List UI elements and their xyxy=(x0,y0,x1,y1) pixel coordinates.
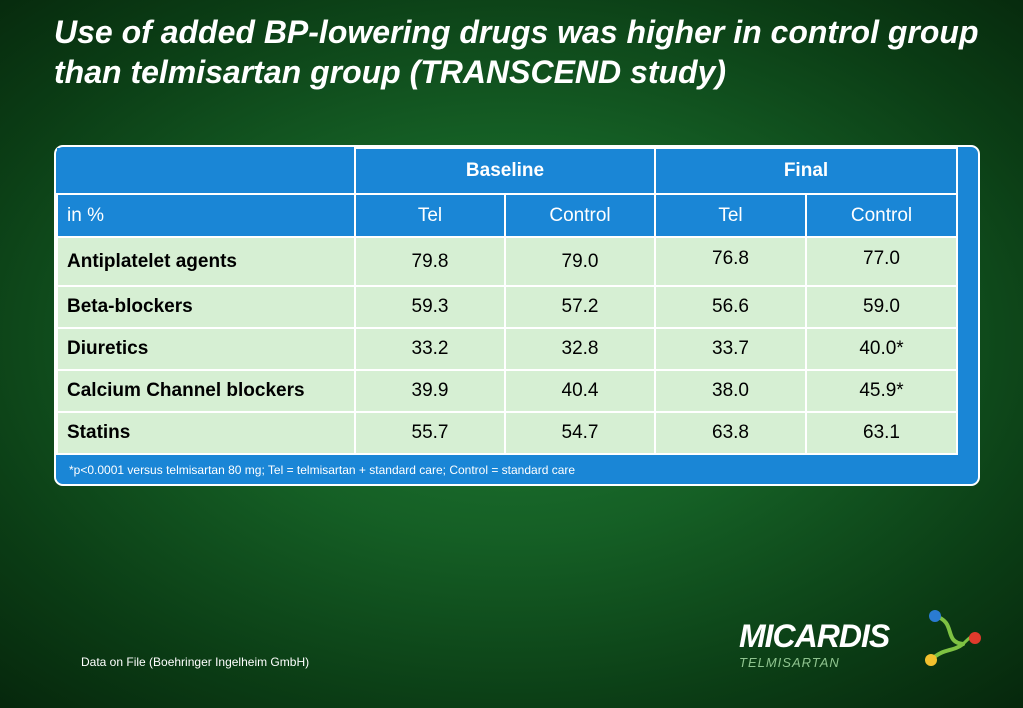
header-baseline: Baseline xyxy=(354,147,656,195)
table-cell: 45.9* xyxy=(805,369,958,413)
table-row: Statins 55.7 54.7 63.8 63.1 xyxy=(56,411,958,455)
footnote: *p<0.0001 versus telmisartan 80 mg; Tel … xyxy=(69,463,576,477)
table-row: Calcium Channel blockers 39.9 40.4 38.0 … xyxy=(56,369,958,413)
sub-header-row: in % Tel Control Tel Control xyxy=(56,193,958,238)
units-label: in % xyxy=(56,193,356,238)
logo-subtitle: TELMISARTAN xyxy=(739,655,840,670)
logo-yellow-dot xyxy=(925,654,937,666)
subheader-final-control: Control xyxy=(805,193,958,238)
table-cell: 59.0 xyxy=(805,285,958,329)
table-cell: 56.6 xyxy=(654,285,807,329)
table-cell: 39.9 xyxy=(354,369,506,413)
table-cell: 63.1 xyxy=(805,411,958,455)
subheader-final-tel: Tel xyxy=(654,193,807,238)
table-cell: 76.8 xyxy=(654,236,807,287)
table-cell: 54.7 xyxy=(504,411,656,455)
subheader-baseline-control: Control xyxy=(504,193,656,238)
group-header-row: Baseline Final xyxy=(57,147,958,195)
drug-use-table: Baseline Final in % Tel Control Tel Cont… xyxy=(56,147,958,455)
row-label: Diuretics xyxy=(56,327,356,371)
header-final: Final xyxy=(654,147,958,195)
slide-title: Use of added BP-lowering drugs was highe… xyxy=(54,14,979,90)
logo-red-dot xyxy=(969,632,981,644)
table-cell: 59.3 xyxy=(354,285,506,329)
table-cell: 38.0 xyxy=(654,369,807,413)
row-label: Beta-blockers xyxy=(56,285,356,329)
table-cell: 77.0 xyxy=(805,236,958,287)
logo-blue-dot xyxy=(929,610,941,622)
logo-wordmark: MICARDIS xyxy=(739,618,890,654)
table-cell: 79.8 xyxy=(354,236,506,287)
micardis-logo: MICARDIS TELMISARTAN xyxy=(737,608,987,674)
row-label: Antiplatelet agents xyxy=(56,236,356,287)
row-label: Statins xyxy=(56,411,356,455)
molecule-logo-icon xyxy=(925,610,981,666)
corner-cell xyxy=(57,148,356,195)
table-cell: 32.8 xyxy=(504,327,656,371)
table-cell: 57.2 xyxy=(504,285,656,329)
source-note: Data on File (Boehringer Ingelheim GmbH) xyxy=(81,655,310,669)
table-cell: 40.4 xyxy=(504,369,656,413)
row-label: Calcium Channel blockers xyxy=(56,369,356,413)
table-cell: 33.7 xyxy=(654,327,807,371)
table-cell: 33.2 xyxy=(354,327,506,371)
table-row: Diuretics 33.2 32.8 33.7 40.0* xyxy=(56,327,958,371)
table-cell: 55.7 xyxy=(354,411,506,455)
table-cell: 79.0 xyxy=(504,236,656,287)
table-row: Beta-blockers 59.3 57.2 56.6 59.0 xyxy=(56,285,958,329)
table-cell: 40.0* xyxy=(805,327,958,371)
table-row: Antiplatelet agents 79.8 79.0 76.8 77.0 xyxy=(56,236,958,287)
data-table-panel: Baseline Final in % Tel Control Tel Cont… xyxy=(54,145,980,486)
table-cell: 63.8 xyxy=(654,411,807,455)
subheader-baseline-tel: Tel xyxy=(354,193,506,238)
